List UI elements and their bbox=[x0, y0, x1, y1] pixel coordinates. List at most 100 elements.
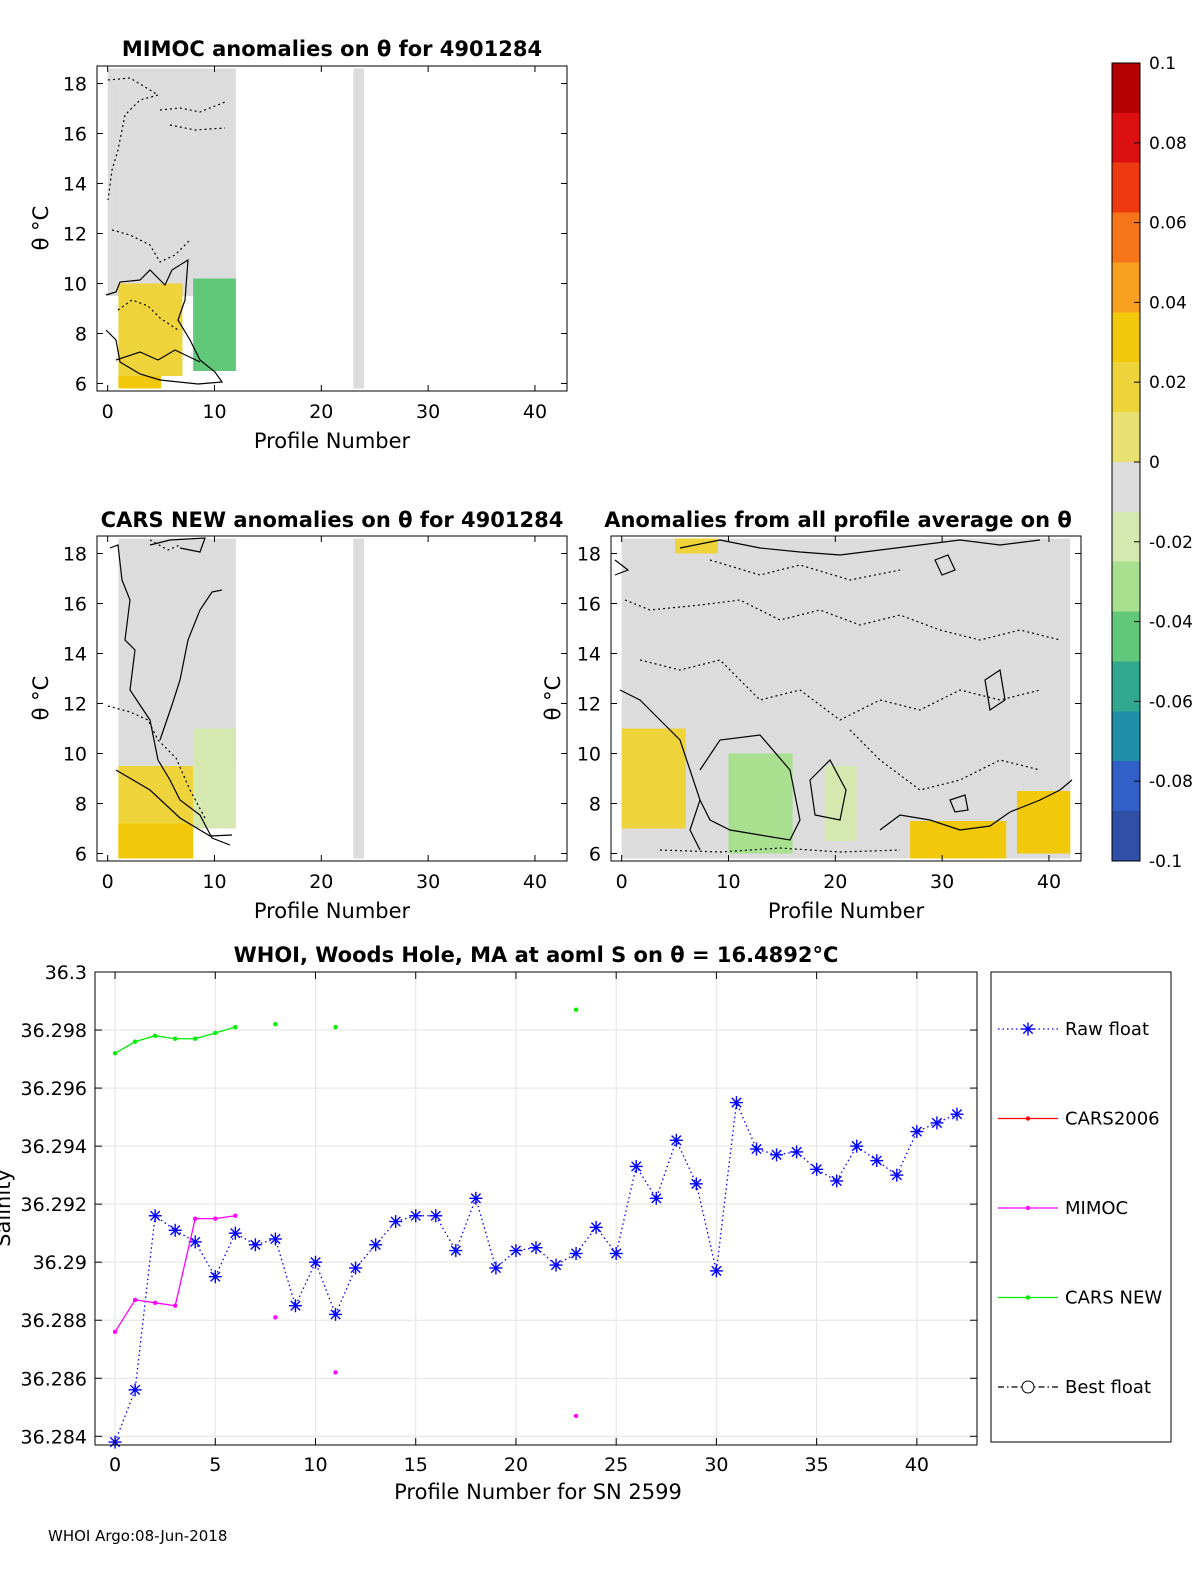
asterisk-marker bbox=[228, 1226, 242, 1240]
heatmap-region bbox=[353, 538, 365, 859]
panel-cars: CARS NEW anomalies on θ for 4901284 0 10 2… bbox=[29, 508, 568, 923]
x-tick-label: 40 bbox=[1037, 871, 1061, 893]
x-tick-label: 0 bbox=[102, 401, 114, 423]
y-tick-label: 18 bbox=[577, 544, 601, 566]
x-tick-label: 30 bbox=[930, 871, 954, 893]
asterisk-marker bbox=[790, 1145, 804, 1159]
legend-label: Best float bbox=[1065, 1377, 1151, 1398]
dot-marker bbox=[233, 1213, 238, 1218]
dot-marker bbox=[132, 1039, 138, 1044]
mimoc-ylabel: θ °C bbox=[29, 206, 53, 251]
heatmap-region bbox=[118, 823, 194, 859]
colorbar-tick-label: 0 bbox=[1149, 453, 1160, 473]
asterisk-marker bbox=[709, 1264, 723, 1278]
asterisk-marker bbox=[268, 1232, 282, 1246]
legend-label: CARS NEW bbox=[1065, 1288, 1162, 1309]
asterisk-marker bbox=[208, 1270, 222, 1284]
legend-dot-marker bbox=[1025, 1295, 1031, 1300]
legend: Raw float CARS2006 MIMOC CARS NEW Best float bbox=[990, 971, 1172, 1443]
y-tick-label: 6 bbox=[589, 844, 601, 866]
asterisk-marker bbox=[890, 1168, 904, 1182]
asterisk-marker bbox=[329, 1307, 343, 1321]
y-tick-label: 36.296 bbox=[21, 1078, 87, 1100]
y-tick-label: 8 bbox=[75, 794, 87, 816]
asterisk-marker bbox=[649, 1191, 663, 1205]
dot-marker bbox=[333, 1370, 338, 1375]
legend-label: Raw float bbox=[1065, 1019, 1149, 1040]
asterisk-marker bbox=[489, 1261, 503, 1275]
asterisk-marker bbox=[629, 1159, 643, 1173]
heatmap-region bbox=[118, 68, 236, 296]
mimoc-dotted-contours bbox=[107, 77, 226, 331]
x-tick-label: 25 bbox=[604, 1454, 628, 1476]
heatmap-region bbox=[107, 68, 119, 296]
x-tick-label: 30 bbox=[416, 401, 440, 423]
asterisk-marker bbox=[288, 1299, 302, 1313]
dot-marker bbox=[152, 1300, 158, 1306]
cars-axes: 0 10 20 30 40 6 8 10 12 14 16 18 bbox=[63, 536, 567, 893]
y-tick-label: 6 bbox=[75, 374, 87, 396]
mimoc-title: MIMOC anomalies on θ for 4901284 bbox=[122, 37, 542, 61]
y-tick-label: 36.3 bbox=[45, 962, 87, 984]
x-tick-label: 5 bbox=[209, 1454, 221, 1476]
asterisk-marker bbox=[830, 1174, 844, 1188]
asterisk-marker bbox=[850, 1139, 864, 1153]
asterisk-marker bbox=[529, 1241, 543, 1255]
dot-marker bbox=[172, 1303, 178, 1308]
y-tick-label: 10 bbox=[63, 274, 87, 296]
footer-text: WHOI Argo:08-Jun-2018 bbox=[48, 1527, 227, 1545]
heatmap-region bbox=[910, 821, 1007, 859]
legend-label: CARS2006 bbox=[1065, 1109, 1160, 1130]
salinity-grid bbox=[95, 971, 977, 1445]
colorbar-tick-label: -0.08 bbox=[1149, 772, 1193, 792]
colorbar-tick-label: 0.02 bbox=[1149, 373, 1187, 393]
panel-salinity: WHOI, Woods Hole, MA at aoml S on θ = 16… bbox=[0, 943, 978, 1504]
dot-marker bbox=[193, 1036, 198, 1041]
asterisk-marker bbox=[148, 1209, 162, 1223]
salinity-axes: 0 5 10 15 20 25 30 35 40 36.284 36.286 36.288 36.29 3… bbox=[21, 962, 977, 1476]
colorbar-tick-label: -0.06 bbox=[1149, 692, 1193, 712]
salinity-xlabel: Profile Number for SN 2599 bbox=[394, 1480, 682, 1504]
colorbar-tick-label: 0.08 bbox=[1149, 134, 1187, 154]
heatmap-region bbox=[118, 538, 236, 766]
asterisk-marker bbox=[369, 1238, 383, 1252]
y-tick-label: 12 bbox=[63, 694, 87, 716]
asterisk-marker bbox=[770, 1148, 784, 1162]
dot-marker bbox=[573, 1007, 579, 1012]
asterisk-marker bbox=[910, 1125, 924, 1139]
heatmap-region bbox=[118, 283, 183, 376]
y-tick-label: 12 bbox=[63, 224, 87, 246]
heatmap-region bbox=[193, 728, 236, 829]
x-tick-label: 10 bbox=[202, 401, 226, 423]
mimoc-axes: 0 10 20 30 40 6 8 10 12 14 16 18 bbox=[63, 66, 567, 423]
asterisk-marker bbox=[750, 1142, 763, 1156]
asterisk-marker bbox=[449, 1244, 463, 1258]
y-tick-label: 16 bbox=[63, 124, 87, 146]
dot-marker bbox=[213, 1030, 218, 1036]
x-tick-label: 30 bbox=[704, 1454, 728, 1476]
panel-allavg: Anomalies from all profile average on θ … bbox=[541, 508, 1082, 923]
heatmap-region bbox=[824, 766, 857, 841]
y-tick-label: 36.284 bbox=[21, 1426, 87, 1448]
dot-marker bbox=[213, 1216, 218, 1221]
heatmap-region bbox=[353, 68, 365, 389]
allavg-xlabel: Profile Number bbox=[768, 899, 925, 923]
y-tick-label: 8 bbox=[75, 324, 87, 346]
salinity-axes-box bbox=[94, 971, 978, 1446]
x-tick-label: 0 bbox=[102, 871, 114, 893]
mimoc-axes-box bbox=[96, 65, 568, 392]
x-tick-label: 20 bbox=[823, 871, 847, 893]
legend-items: Raw float CARS2006 MIMOC CARS NEW Best float bbox=[998, 1019, 1162, 1398]
asterisk-marker bbox=[248, 1238, 262, 1252]
cars-xlabel: Profile Number bbox=[254, 899, 411, 923]
x-tick-label: 20 bbox=[309, 871, 333, 893]
dot-marker bbox=[172, 1036, 178, 1041]
x-tick-label: 40 bbox=[905, 1454, 929, 1476]
mimoc-heatmap bbox=[107, 68, 365, 389]
asterisk-marker bbox=[409, 1209, 423, 1223]
x-tick-label: 35 bbox=[805, 1454, 829, 1476]
x-tick-label: 0 bbox=[109, 1454, 121, 1476]
x-tick-label: 20 bbox=[504, 1454, 528, 1476]
dot-marker bbox=[233, 1024, 238, 1030]
salinity-series bbox=[108, 1007, 964, 1449]
